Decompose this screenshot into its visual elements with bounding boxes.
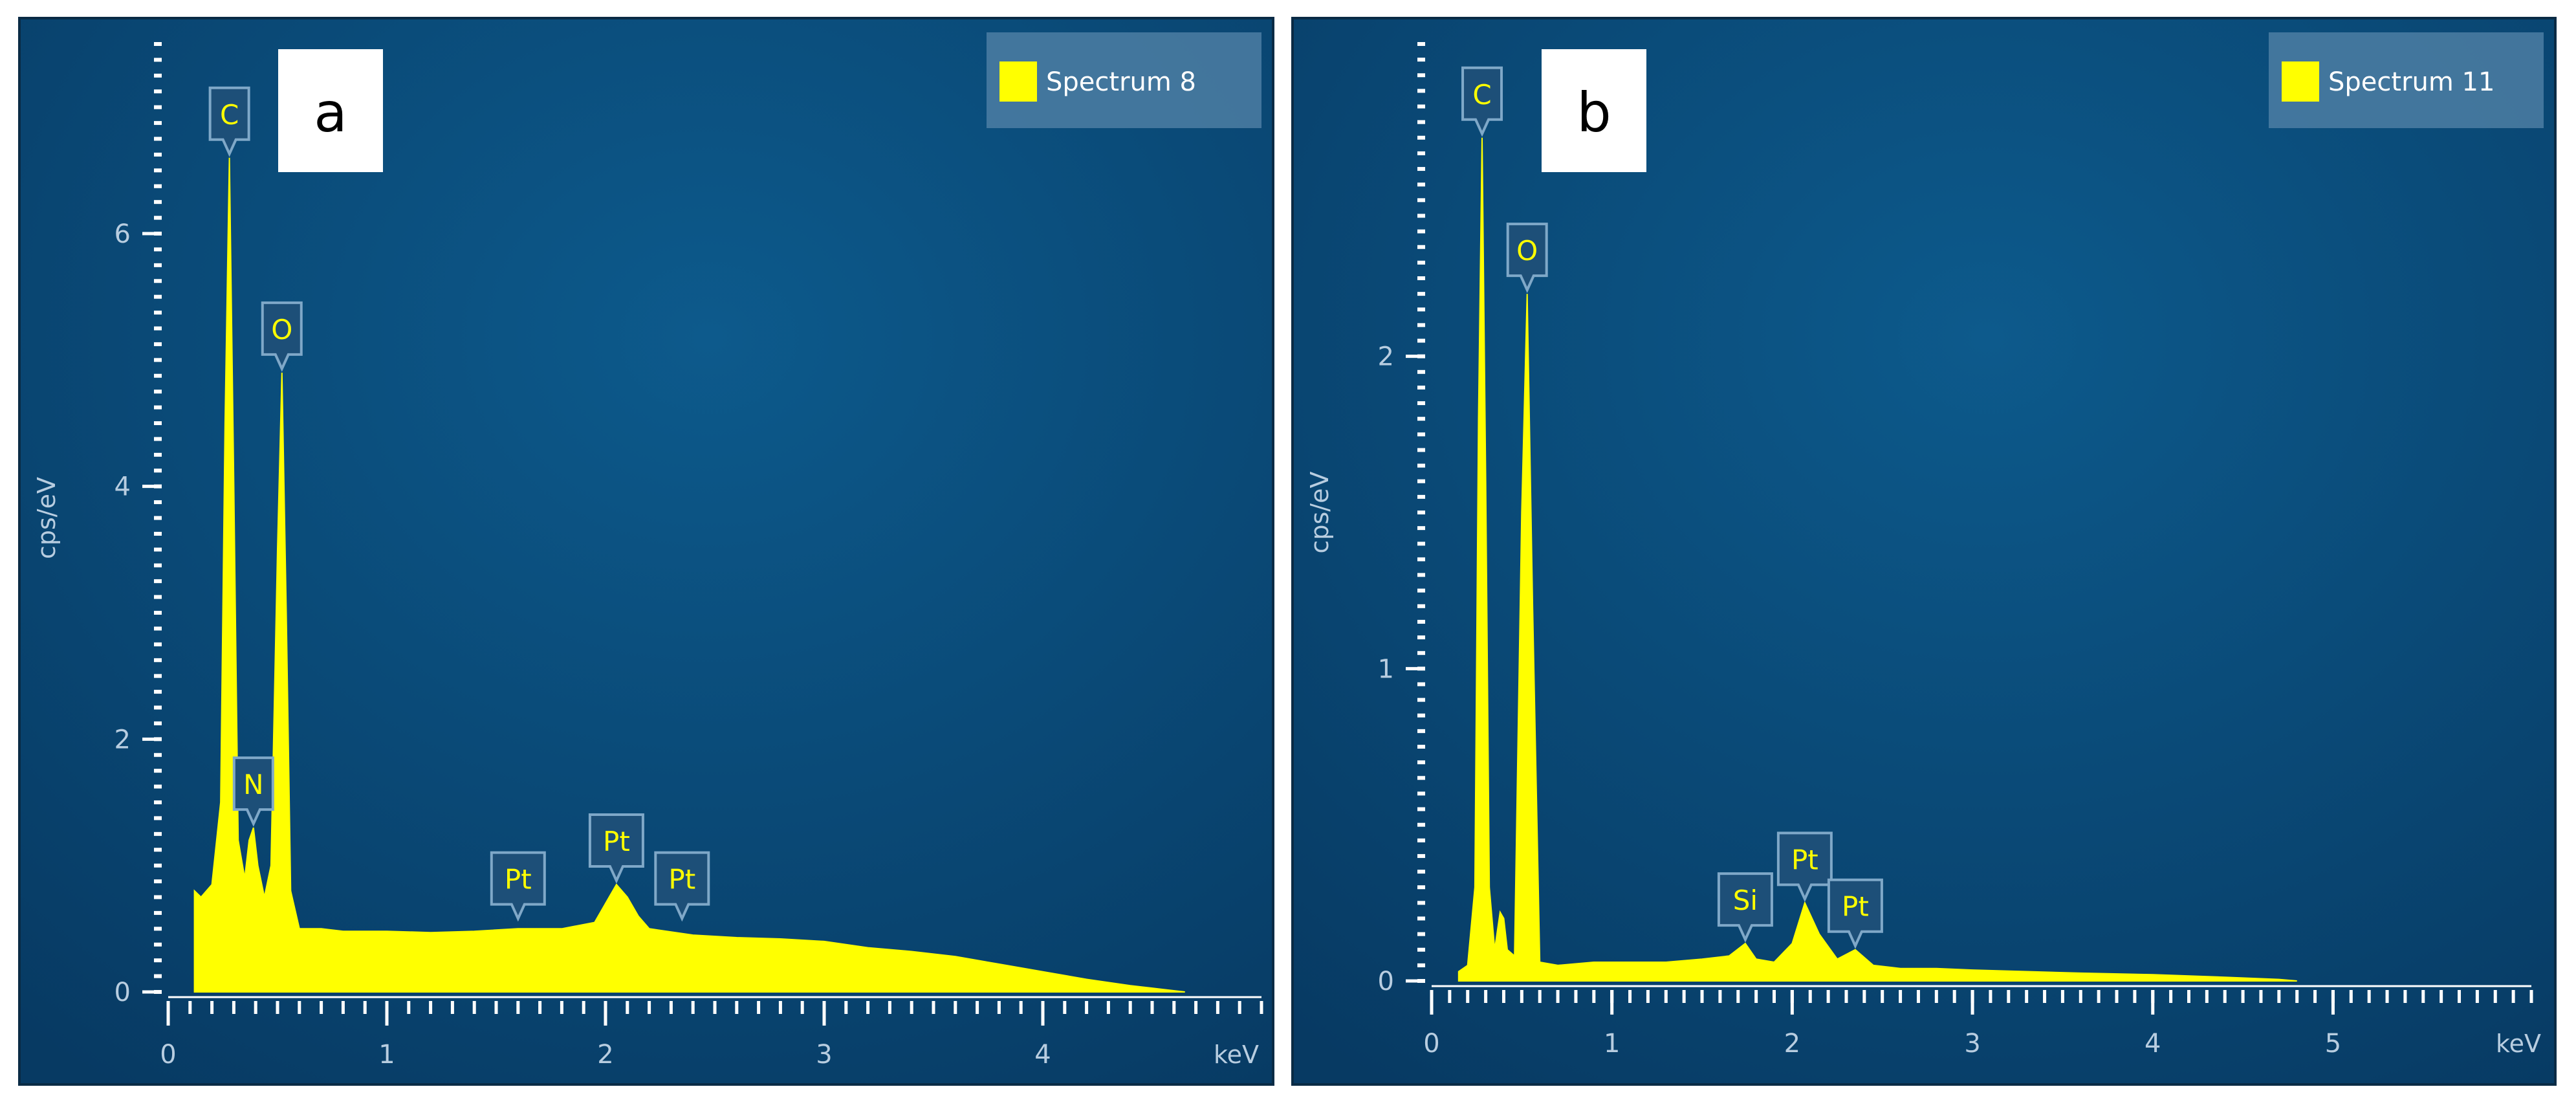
peak-marker-pt: Pt: [490, 851, 546, 922]
peak-marker-c: C: [1461, 66, 1503, 137]
peak-label: Pt: [505, 864, 532, 896]
peak-marker-o: O: [261, 301, 303, 372]
legend: Spectrum 8: [987, 32, 1261, 128]
x-axis-label: keV: [2496, 1029, 2541, 1058]
peak-marker-c: C: [208, 86, 250, 157]
peak-marker-n: N: [232, 756, 274, 827]
legend-label: Spectrum 8: [1046, 67, 1196, 97]
x-tick-label: 1: [1604, 1029, 1620, 1059]
y-tick-label: 4: [115, 472, 131, 502]
peak-label: Pt: [603, 826, 630, 857]
panel-label: b: [1542, 49, 1646, 172]
panel-letter: a: [314, 81, 347, 144]
peak-marker-pt: Pt: [1827, 878, 1883, 949]
y-tick-label: 0: [1378, 967, 1394, 996]
peak-marker-pt: Pt: [588, 813, 644, 884]
spectrum-area: [193, 157, 1185, 993]
y-tick-label: 2: [115, 725, 131, 754]
peak-label: O: [1516, 235, 1538, 267]
x-tick-label: 3: [816, 1040, 832, 1070]
x-tick-label: 2: [1784, 1029, 1800, 1059]
y-axis-label: cps/eV: [32, 477, 61, 559]
legend-swatch: [999, 61, 1037, 102]
peak-label: Pt: [1842, 891, 1869, 923]
panel-letter: b: [1577, 81, 1611, 144]
peak-label: C: [220, 99, 239, 131]
y-tick-label: 0: [115, 978, 131, 1007]
x-tick-label: 0: [160, 1040, 176, 1070]
x-tick-label: 1: [378, 1040, 395, 1070]
panel-a: 0 2 4 6 cps/eV 0 1 2 3 4 keV C N O Pt Pt Pt Spectrum 8 a: [18, 17, 1274, 1086]
peak-label: O: [271, 314, 292, 346]
y-axis-label: cps/eV: [1305, 472, 1334, 554]
x-tick-label: 4: [1034, 1040, 1051, 1070]
legend-swatch: [2282, 61, 2319, 102]
x-tick-label: 5: [2325, 1029, 2341, 1059]
peak-label: Pt: [668, 864, 695, 896]
spectrum-area: [1457, 137, 2297, 982]
x-tick-label: 4: [2145, 1029, 2161, 1059]
peak-marker-o: O: [1506, 223, 1548, 293]
peak-marker-pt: Pt: [654, 851, 710, 922]
x-tick-label: 3: [1964, 1029, 1980, 1059]
x-tick-label: 2: [597, 1040, 613, 1070]
x-axis-label: keV: [1214, 1040, 1259, 1069]
panel-label: a: [278, 49, 383, 172]
plot-background: [1291, 17, 2557, 1086]
x-tick-label: 0: [1423, 1029, 1439, 1059]
y-tick-label: 1: [1378, 654, 1394, 684]
peak-marker-pt: Pt: [1776, 831, 1833, 903]
peak-label: Pt: [1791, 844, 1818, 875]
peak-label: Si: [1733, 885, 1758, 916]
peak-marker-si: Si: [1717, 872, 1773, 943]
y-tick-label: 6: [115, 219, 131, 249]
legend: Spectrum 11: [2269, 32, 2544, 128]
y-tick-label: 2: [1378, 342, 1394, 372]
panel-b: 0 1 2 cps/eV 0 1 2 3 4 5 keV C O Si Pt Pt Spectrum 11 b: [1291, 17, 2557, 1086]
peak-label: N: [243, 769, 263, 800]
peak-label: C: [1472, 79, 1491, 111]
legend-label: Spectrum 11: [2328, 67, 2494, 97]
